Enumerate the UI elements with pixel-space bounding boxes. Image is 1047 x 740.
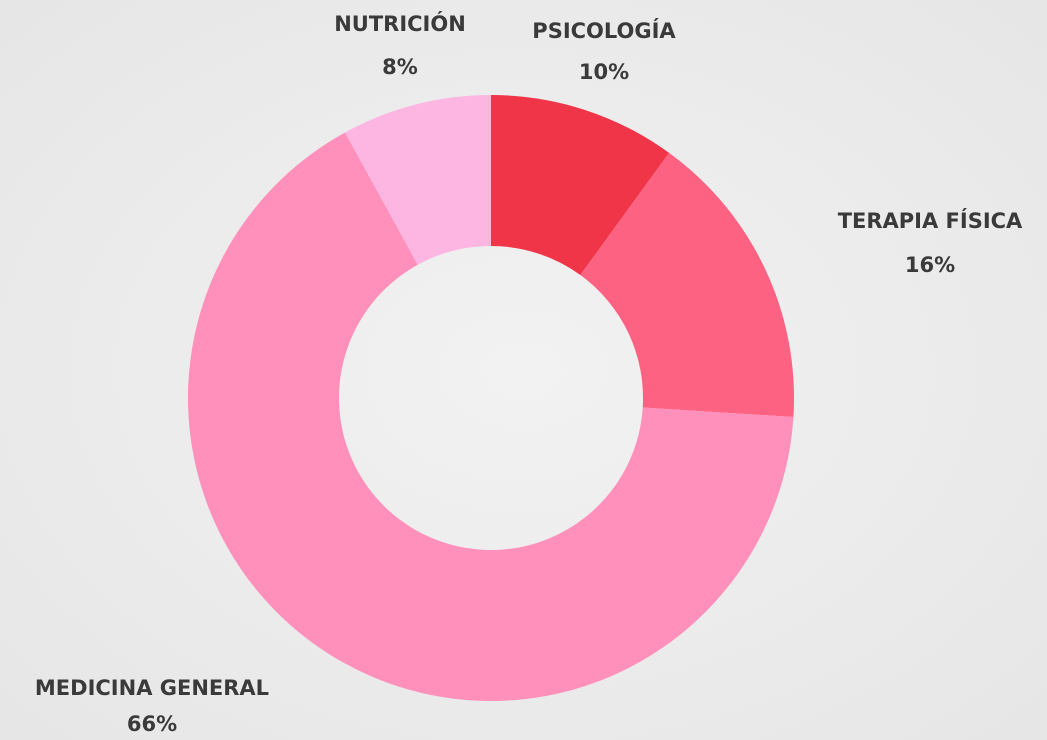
segment-label: PSICOLOGÍA <box>532 18 676 43</box>
segment-value-label: 16% <box>905 253 955 277</box>
segment-label: NUTRICIÓN <box>334 11 466 36</box>
donut-segment <box>345 95 491 265</box>
segment-value-label: 10% <box>579 60 629 84</box>
segment-label: MEDICINA GENERAL <box>35 676 269 700</box>
segment-label: TERAPIA FÍSICA <box>838 208 1023 233</box>
donut-segment <box>491 95 670 276</box>
segment-value-label: 66% <box>127 712 177 736</box>
donut-segment <box>187 132 794 702</box>
donut-segment <box>580 152 795 418</box>
segment-value-label: 8% <box>382 55 418 79</box>
